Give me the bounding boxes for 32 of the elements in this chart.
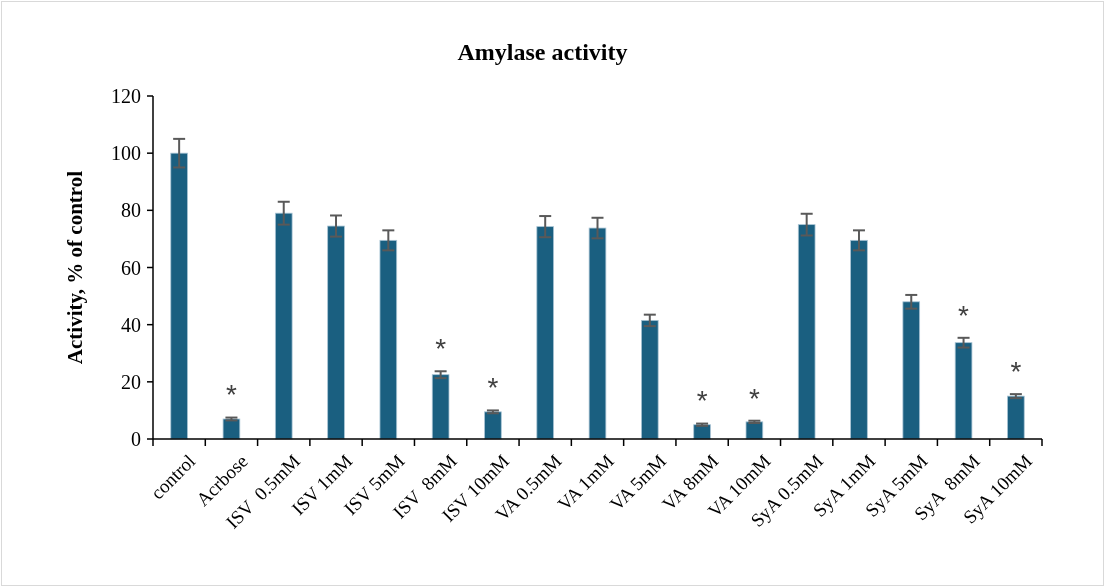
data-label: * xyxy=(958,299,970,331)
y-tick-label: 80 xyxy=(121,199,141,222)
bar xyxy=(170,152,188,440)
bar xyxy=(1007,395,1025,440)
y-tick-label: 100 xyxy=(111,142,141,165)
data-label: * xyxy=(1010,355,1022,387)
bar xyxy=(484,411,502,440)
bar xyxy=(274,212,293,440)
bar xyxy=(850,239,868,440)
y-tick-label: 0 xyxy=(131,428,141,450)
bar xyxy=(641,319,659,440)
bar xyxy=(431,374,450,440)
data-label: * xyxy=(487,372,499,404)
data-label: * xyxy=(696,385,708,417)
data-label: * xyxy=(225,379,237,411)
y-tick-label: 120 xyxy=(111,85,141,107)
y-tick-label: 60 xyxy=(121,256,141,279)
y-tick-label: 40 xyxy=(121,313,141,336)
bar xyxy=(327,225,345,440)
bar xyxy=(222,418,241,440)
y-tick-label: 20 xyxy=(121,370,141,393)
bar xyxy=(902,301,921,440)
data-label: * xyxy=(435,333,447,365)
y-axis-title: Activity, % of control xyxy=(63,170,87,365)
chart-title: Amylase activity xyxy=(457,39,628,65)
bar xyxy=(536,226,554,440)
bar xyxy=(954,342,973,440)
bar xyxy=(379,239,398,440)
bar xyxy=(588,227,607,440)
bar xyxy=(745,421,764,440)
data-label: * xyxy=(748,382,760,414)
bar xyxy=(797,224,816,440)
